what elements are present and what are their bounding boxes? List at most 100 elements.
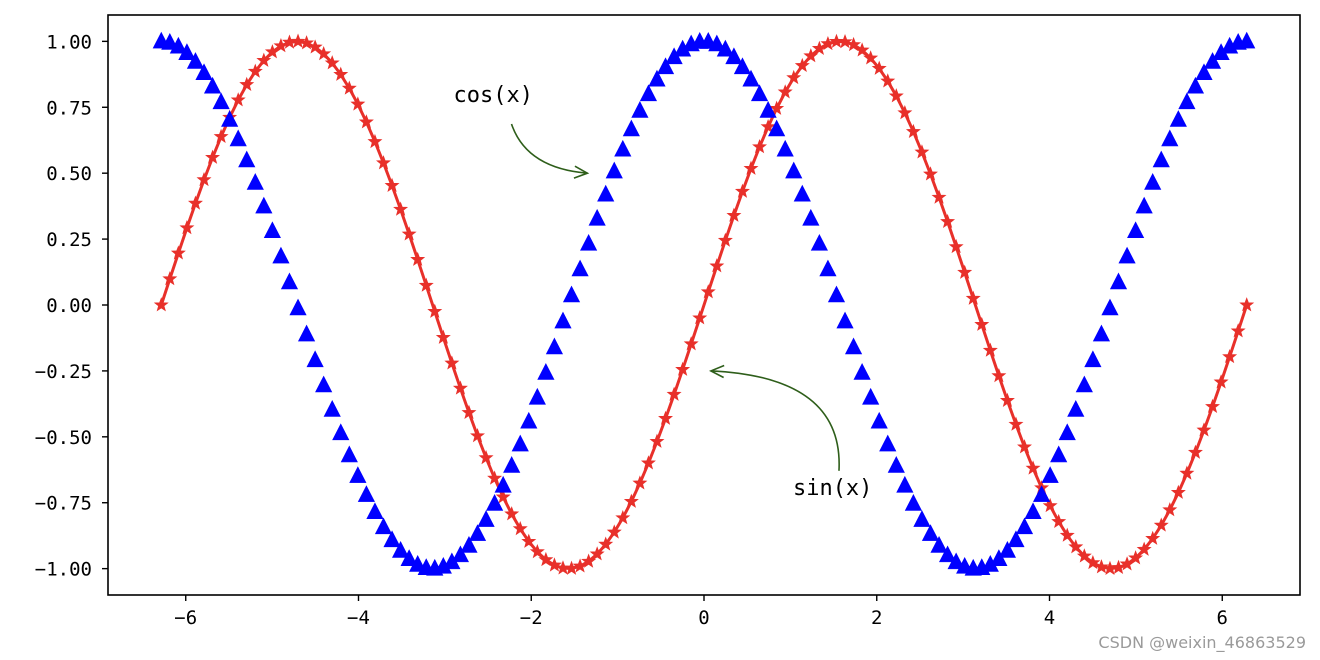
series-sin-point	[675, 361, 691, 376]
series-sin-point	[683, 336, 699, 351]
series-cos-point	[315, 375, 333, 393]
series-cos-point	[742, 69, 760, 87]
series-sin-point	[376, 155, 391, 170]
series-cos-point	[1058, 423, 1076, 441]
series-cos-point	[161, 32, 179, 50]
series-sin-point	[187, 195, 203, 210]
series-cos-point	[554, 311, 572, 329]
series-cos-point	[306, 350, 324, 368]
series-cos-point	[1161, 129, 1179, 147]
series-sin-point	[367, 133, 383, 149]
series-cos-point	[511, 434, 529, 452]
series-cos-point	[853, 363, 871, 380]
series-sin-point	[1230, 323, 1246, 338]
series-sin-point	[196, 171, 212, 187]
series-cos-point	[255, 196, 273, 214]
series-cos-point	[810, 233, 828, 251]
series-sin-point	[239, 76, 255, 92]
series-cos-point	[1092, 324, 1111, 342]
series-sin-point	[213, 128, 229, 144]
y-tick-label: −0.75	[35, 493, 92, 515]
series-sin-point	[427, 303, 443, 318]
series-sin-point	[846, 36, 862, 52]
series-sin-point	[1085, 554, 1101, 570]
series-cos-point	[383, 530, 401, 548]
series-cos-point	[887, 456, 905, 473]
series-sin-point	[777, 84, 793, 99]
series-cos-point	[708, 34, 726, 52]
series-sin-point	[478, 449, 494, 465]
series-cos-point	[528, 387, 546, 405]
series-sin-point	[333, 66, 349, 81]
series-sin-point	[350, 96, 366, 111]
series-cos-point	[272, 246, 290, 264]
series-sin-point	[931, 189, 947, 204]
series-sin-point	[1017, 439, 1032, 454]
series-cos-point	[938, 545, 957, 563]
series-cos-point	[195, 63, 213, 81]
series-cos-point	[1127, 221, 1145, 239]
series-cos-point	[1024, 502, 1042, 520]
series-cos-point	[1135, 196, 1153, 214]
series-sin-point	[1162, 502, 1178, 517]
series-cos-point	[716, 39, 734, 57]
series-sin-point	[666, 386, 682, 401]
series-sin-point	[546, 557, 562, 572]
series-cos-point	[580, 233, 598, 251]
series-sin	[153, 33, 1255, 575]
series-cos-point	[1118, 246, 1136, 264]
series-cos-point	[1178, 92, 1196, 110]
series-sin-point	[1187, 444, 1203, 459]
series-cos-point	[1186, 76, 1205, 94]
series-sin-point	[418, 277, 434, 292]
series-sin-point	[974, 316, 990, 331]
series-sin-point	[1025, 460, 1041, 475]
series-sin-point	[290, 33, 306, 48]
series-cos-point	[921, 524, 940, 541]
series-cos-point	[947, 552, 965, 570]
series-cos-point	[468, 524, 487, 541]
series-cos-point	[879, 434, 897, 452]
series-sin-point	[521, 533, 537, 548]
x-tick-label: −6	[174, 607, 197, 629]
series-sin-point	[1093, 559, 1109, 574]
series-sin-point	[393, 201, 409, 216]
series-sin-point	[1059, 527, 1075, 542]
series-cos-point	[597, 184, 615, 202]
series-sin-point	[940, 213, 956, 229]
series-cos-point	[1152, 150, 1170, 168]
series-cos-point	[349, 466, 367, 483]
series-cos-point	[289, 298, 307, 316]
series-cos-point	[913, 510, 931, 527]
series-cos-point	[930, 536, 948, 553]
series-cos-point	[1067, 399, 1085, 417]
series-cos-point	[537, 363, 555, 380]
series-sin-point	[529, 544, 545, 559]
annotation-arrowhead	[709, 364, 725, 379]
series-cos-point	[836, 311, 854, 329]
series-sin-point	[1145, 530, 1161, 545]
series-sin-point	[957, 264, 973, 279]
series-cos-point	[862, 387, 880, 405]
series-cos-point	[844, 337, 863, 355]
series-cos-point	[340, 445, 358, 463]
series-sin-point	[461, 404, 477, 419]
series-sin-point	[316, 46, 332, 61]
series-sin-point	[923, 166, 938, 181]
series-cos-point	[263, 221, 281, 239]
series-cos-point	[733, 57, 752, 75]
series-sin-point	[1222, 348, 1238, 364]
series-sin-point	[341, 80, 357, 95]
series-cos-point	[648, 69, 666, 87]
series-sin-point	[1205, 398, 1221, 413]
series-cos-point	[631, 101, 649, 118]
series-cos-point	[451, 545, 470, 563]
series-sin-point	[256, 52, 272, 67]
series-sin-point	[871, 60, 887, 75]
series-cos-point	[785, 161, 803, 179]
series-sin-point	[1042, 497, 1058, 513]
series-sin-point	[1051, 513, 1067, 529]
y-tick-label: −0.25	[35, 361, 92, 383]
series-sin-point	[401, 226, 417, 241]
series-sin-point	[1068, 539, 1084, 554]
